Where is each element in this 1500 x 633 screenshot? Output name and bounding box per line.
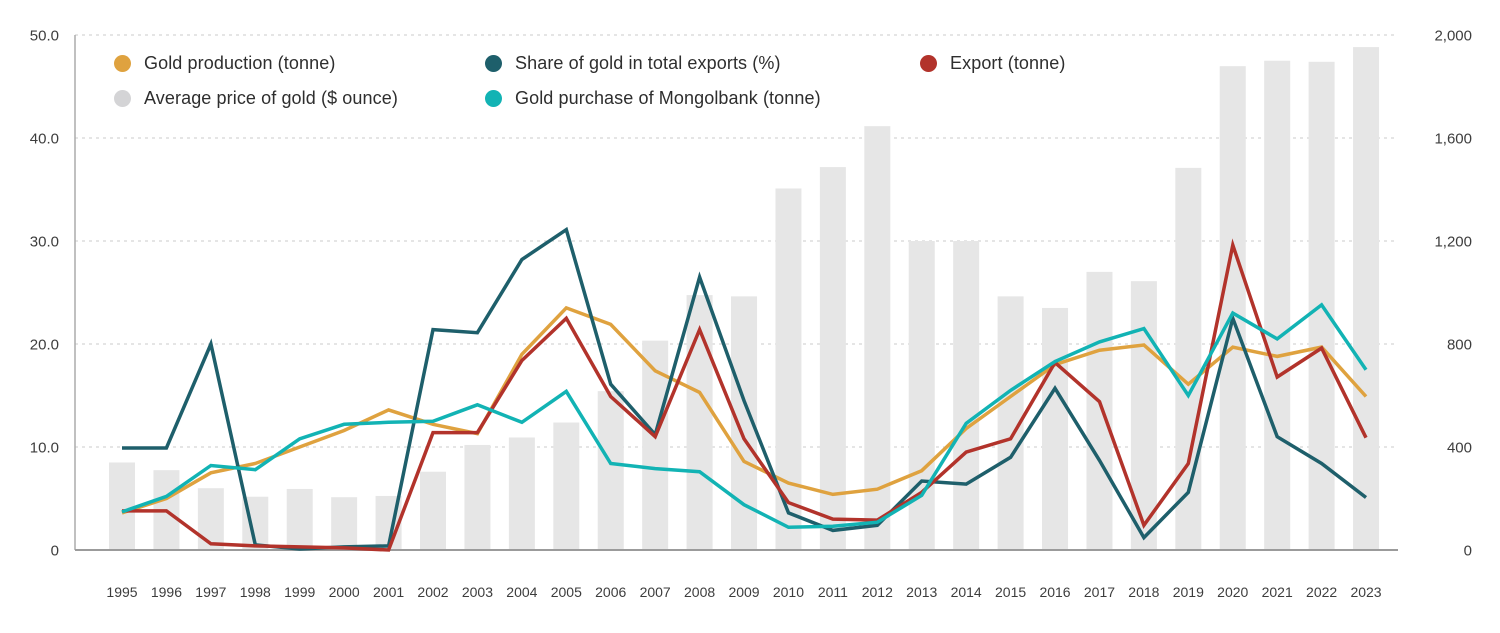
bar-1997 — [197, 488, 224, 550]
x-axis-year-label: 2013 — [906, 584, 937, 600]
x-axis-year-label: 2012 — [862, 584, 893, 600]
bar-2005 — [553, 422, 580, 550]
x-axis-year-label: 2014 — [951, 584, 982, 600]
bar-2017 — [1086, 271, 1113, 550]
x-axis-year-label: 2000 — [329, 584, 360, 600]
right-axis-tick-label: 1,200 — [1434, 234, 1472, 251]
bar-2021 — [1264, 60, 1291, 550]
x-axis-year-label: 2010 — [773, 584, 804, 600]
x-axis-year-label: 2011 — [818, 584, 848, 600]
bar-2000 — [331, 497, 358, 550]
bar-2012 — [864, 126, 891, 550]
bar-2002 — [420, 471, 447, 550]
left-axis-tick-label: 0 — [51, 543, 59, 560]
bar-1999 — [286, 488, 313, 550]
x-axis-year-label: 2021 — [1262, 584, 1293, 600]
right-axis-tick-label: 400 — [1447, 440, 1472, 457]
x-axis-year-label: 2003 — [462, 584, 493, 600]
x-axis-year-label: 2023 — [1350, 584, 1381, 600]
x-axis-year-label: 2016 — [1039, 584, 1070, 600]
x-axis-year-label: 2004 — [506, 584, 537, 600]
bar-2008 — [686, 295, 713, 550]
bar-2023 — [1353, 47, 1380, 550]
x-axis-year-label: 2015 — [995, 584, 1026, 600]
x-axis-year-label: 2018 — [1128, 584, 1159, 600]
bar-2004 — [508, 437, 535, 550]
x-axis-year-label: 2008 — [684, 584, 715, 600]
x-axis-year-label: 2005 — [551, 584, 582, 600]
bar-2016 — [1042, 307, 1069, 550]
bar-2013 — [908, 241, 935, 550]
x-axis-year-label: 2006 — [595, 584, 626, 600]
left-axis-tick-label: 50.0 — [30, 28, 59, 45]
bar-2014 — [953, 241, 980, 550]
x-axis-year-label: 2022 — [1306, 584, 1337, 600]
x-axis-year-label: 2002 — [417, 584, 448, 600]
x-axis-year-label: 1995 — [106, 584, 137, 600]
x-axis-year-label: 2019 — [1173, 584, 1204, 600]
left-axis-tick-label: 30.0 — [30, 234, 59, 251]
bar-2006 — [597, 391, 624, 550]
left-axis-tick-label: 40.0 — [30, 131, 59, 148]
bar-2010 — [775, 188, 802, 550]
bar-1995 — [109, 462, 135, 550]
line-series — [122, 238, 1368, 552]
x-axis-year-label: 1996 — [151, 584, 182, 600]
x-axis-year-label: 2009 — [728, 584, 759, 600]
x-axis-year-label: 2020 — [1217, 584, 1248, 600]
left-axis-tick-label: 20.0 — [30, 337, 59, 354]
x-axis-year-label: 1997 — [195, 584, 226, 600]
x-axis-year-label: 2001 — [373, 584, 404, 600]
x-axis-year-label: 1999 — [284, 584, 315, 600]
right-axis-tick-label: 0 — [1464, 543, 1472, 560]
bar-2011 — [819, 167, 846, 550]
right-axis-tick-label: 800 — [1447, 337, 1472, 354]
line-series — [121, 305, 1368, 515]
bar-2003 — [464, 444, 491, 550]
x-axis-year-label: 1998 — [240, 584, 271, 600]
x-axis-year-label: 2017 — [1084, 584, 1115, 600]
left-axis-tick-label: 10.0 — [30, 440, 59, 457]
right-axis-tick-label: 1,600 — [1434, 131, 1472, 148]
line-series — [121, 302, 1368, 530]
bar-2020 — [1219, 66, 1246, 550]
right-axis-tick-label: 2,000 — [1434, 28, 1472, 45]
x-axis-year-label: 2007 — [640, 584, 671, 600]
